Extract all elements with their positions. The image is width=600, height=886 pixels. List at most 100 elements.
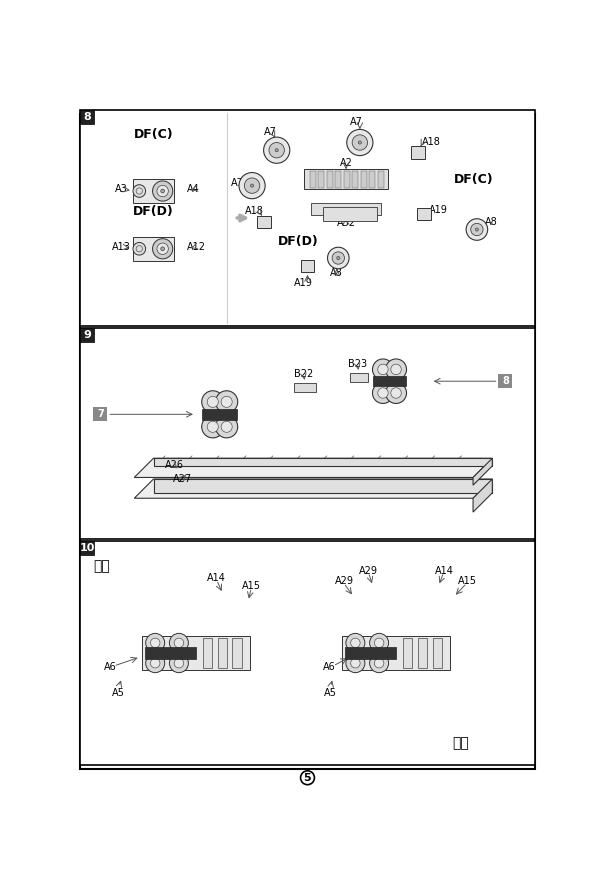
Text: A14: A14 [208, 573, 226, 583]
Text: A15: A15 [242, 581, 261, 591]
Circle shape [169, 633, 188, 652]
Text: A18: A18 [245, 206, 264, 216]
Circle shape [221, 421, 232, 432]
Text: DF(C): DF(C) [134, 128, 173, 141]
Circle shape [328, 247, 349, 268]
Circle shape [358, 141, 361, 144]
Bar [499, 374, 512, 388]
Circle shape [174, 658, 184, 668]
Text: A8: A8 [331, 268, 343, 278]
Circle shape [251, 184, 254, 187]
Bar [301, 260, 314, 272]
Circle shape [386, 359, 407, 380]
Text: A7: A7 [350, 118, 362, 128]
Text: B23: B23 [348, 359, 367, 369]
Circle shape [269, 143, 284, 158]
Polygon shape [473, 479, 493, 512]
Bar [133, 179, 174, 203]
Circle shape [391, 364, 401, 375]
Bar [412, 146, 425, 159]
Bar [369, 171, 375, 188]
Circle shape [215, 416, 238, 438]
Text: A29: A29 [334, 577, 353, 587]
Polygon shape [134, 479, 493, 498]
Circle shape [337, 256, 340, 260]
Circle shape [151, 658, 160, 668]
Bar [318, 171, 325, 188]
Bar [323, 207, 377, 221]
Text: 下側: 下側 [94, 559, 110, 573]
Circle shape [146, 633, 164, 652]
Text: A1: A1 [367, 211, 380, 221]
Text: A14: A14 [434, 565, 454, 576]
Bar [80, 110, 535, 326]
Circle shape [374, 658, 384, 668]
Bar [304, 169, 388, 190]
Text: A3: A3 [115, 184, 128, 195]
Circle shape [352, 135, 368, 151]
Text: 10: 10 [80, 543, 95, 553]
Bar [311, 203, 380, 215]
Text: 8: 8 [502, 377, 509, 386]
Bar [80, 328, 535, 539]
Circle shape [244, 178, 260, 193]
Circle shape [350, 638, 360, 648]
Text: A32: A32 [337, 218, 355, 228]
Text: A29: A29 [359, 565, 378, 576]
Bar [310, 171, 316, 188]
Bar [373, 376, 406, 386]
Bar [80, 328, 94, 342]
Text: A6: A6 [323, 662, 335, 672]
Bar [142, 636, 250, 670]
Circle shape [263, 137, 290, 163]
Bar [403, 638, 412, 668]
Circle shape [346, 654, 365, 672]
Bar [257, 215, 271, 228]
Circle shape [169, 654, 188, 672]
Text: 8: 8 [83, 113, 91, 122]
Circle shape [174, 638, 184, 648]
Bar [202, 408, 237, 420]
Circle shape [370, 633, 389, 652]
Circle shape [157, 243, 169, 254]
Circle shape [370, 654, 389, 672]
Bar [335, 171, 341, 188]
Circle shape [152, 238, 173, 259]
Text: A8: A8 [485, 217, 497, 227]
Bar [295, 383, 316, 392]
Bar [94, 408, 107, 421]
Bar [218, 638, 227, 668]
Text: A7: A7 [230, 177, 244, 188]
Circle shape [152, 181, 173, 201]
Text: 上側: 上側 [452, 736, 469, 750]
Bar [203, 638, 212, 668]
Bar [345, 647, 396, 659]
Circle shape [133, 184, 146, 198]
Circle shape [373, 383, 394, 403]
Text: A19: A19 [294, 277, 313, 288]
Text: DF(C): DF(C) [454, 173, 493, 186]
Text: A13: A13 [112, 242, 131, 253]
Polygon shape [154, 458, 493, 466]
Polygon shape [473, 458, 493, 486]
Text: B22: B22 [294, 369, 313, 378]
Circle shape [207, 421, 218, 432]
Bar [80, 541, 535, 765]
Bar [327, 171, 333, 188]
Circle shape [466, 219, 488, 240]
Circle shape [207, 396, 218, 408]
Circle shape [378, 388, 388, 398]
Circle shape [471, 223, 483, 236]
Circle shape [346, 633, 365, 652]
Text: 7: 7 [97, 409, 104, 419]
Text: DF(D): DF(D) [133, 206, 174, 218]
Text: A18: A18 [422, 136, 441, 147]
Circle shape [161, 247, 164, 251]
Text: 9: 9 [83, 330, 91, 340]
Text: A5: A5 [112, 688, 125, 698]
Bar [433, 638, 442, 668]
Circle shape [202, 391, 224, 413]
Text: A4: A4 [187, 184, 199, 195]
Circle shape [202, 416, 224, 438]
Text: A27: A27 [173, 474, 192, 484]
